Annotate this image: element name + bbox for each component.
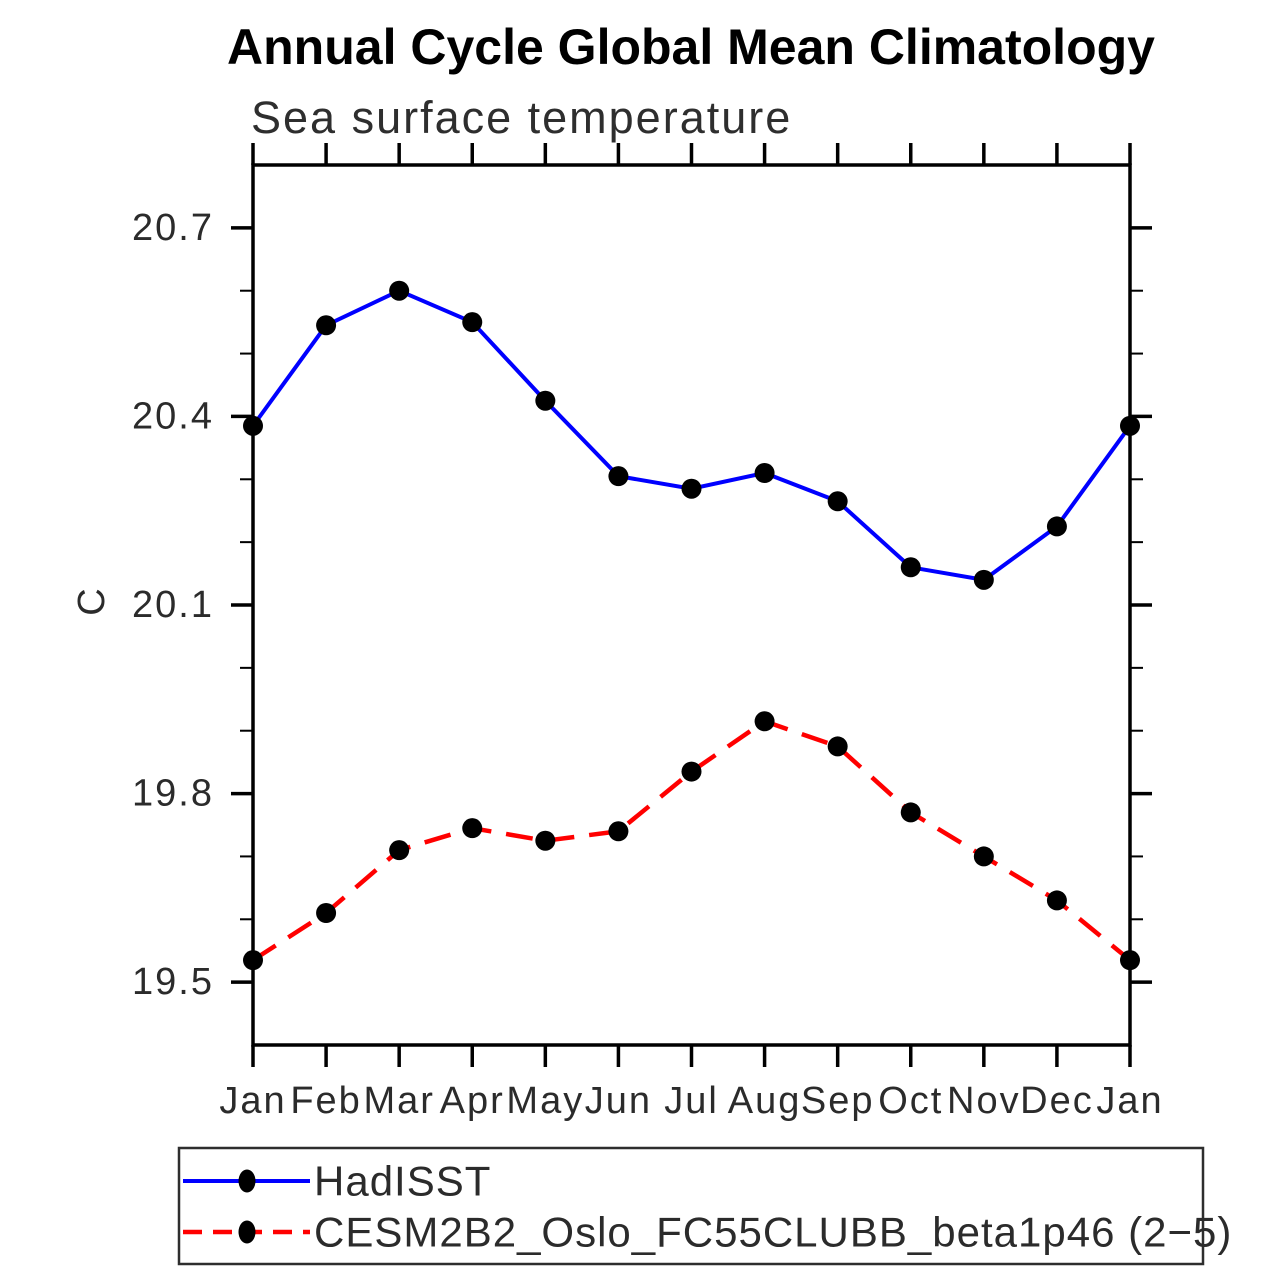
x-tick-label: Jan [219, 1080, 286, 1122]
data-point-marker [243, 415, 263, 436]
x-tick-label: May [506, 1080, 584, 1122]
series-cesm2b2 [243, 711, 1140, 971]
legend-box: HadISST CESM2B2_Oslo_FC55CLUBB_beta1p46 … [177, 1146, 1232, 1266]
data-point-marker [389, 280, 410, 301]
data-point-marker [754, 711, 775, 732]
x-tick-label: Aug [728, 1080, 802, 1122]
legend-label-cesm2b2: CESM2B2_Oslo_FC55CLUBB_beta1p46 (2−5) [314, 1209, 1232, 1256]
legend-item-cesm2b2: CESM2B2_Oslo_FC55CLUBB_beta1p46 (2−5) [183, 1209, 1232, 1256]
data-point-marker [973, 569, 994, 590]
series-line [251, 718, 1132, 963]
x-tick-label: Jan [1096, 1080, 1163, 1122]
y-tick-label: 19.8 [132, 773, 214, 815]
chart-subtitle: Sea surface temperature [251, 92, 792, 143]
x-tick-label: Nov [947, 1080, 1021, 1122]
legend-border [177, 1146, 1205, 1266]
data-point-marker [1120, 950, 1140, 971]
x-tick-label: Dec [1020, 1080, 1094, 1122]
data-point-marker [1046, 516, 1067, 537]
data-point-marker [681, 478, 702, 499]
legend-marker-hadisst [238, 1169, 256, 1193]
data-point-marker [389, 840, 410, 861]
legend-label-hadisst: HadISST [314, 1158, 491, 1205]
data-point-marker [900, 557, 921, 578]
plot-series [243, 280, 1140, 971]
data-point-marker [535, 830, 556, 851]
x-tick-label: Jul [664, 1080, 719, 1122]
series-hadisst [243, 280, 1140, 590]
data-point-marker [316, 903, 337, 923]
y-tick-label: 20.7 [132, 207, 214, 249]
data-point-marker [316, 315, 337, 336]
y-axis-label: C [71, 588, 113, 615]
series-line [251, 288, 1132, 582]
legend-item-hadisst: HadISST [183, 1158, 491, 1205]
data-point-marker [608, 821, 629, 842]
x-tick-label: Feb [290, 1080, 361, 1122]
data-point-marker [973, 846, 994, 867]
data-point-marker [681, 761, 702, 782]
y-tick-label: 20.1 [132, 584, 214, 626]
x-tick-label: Apr [440, 1080, 505, 1122]
y-tick-label: 20.4 [132, 395, 214, 437]
legend-marker-cesm2b2 [238, 1220, 256, 1244]
data-point-marker [462, 312, 483, 333]
x-tick-label: Mar [363, 1080, 434, 1122]
plot-frame [251, 163, 1132, 1047]
data-point-marker [1120, 415, 1140, 436]
data-point-marker [243, 950, 263, 971]
chart-title: Annual Cycle Global Mean Climatology [227, 19, 1155, 75]
axis-ticks: Jan Feb Mar Apr May Jun Jul Aug Sep Oct Nov Dec Jan1… [132, 143, 1163, 1122]
data-point-marker [827, 736, 848, 757]
x-tick-label: Sep [801, 1080, 875, 1122]
x-tick-label: Oct [878, 1080, 943, 1122]
data-point-marker [900, 802, 921, 823]
data-point-marker [608, 466, 629, 487]
data-point-marker [754, 463, 775, 483]
data-point-marker [462, 818, 483, 839]
data-point-marker [827, 491, 848, 512]
x-tick-label: Jun [585, 1080, 652, 1122]
y-tick-label: 19.5 [132, 961, 214, 1003]
data-point-marker [535, 390, 556, 411]
data-point-marker [1046, 890, 1067, 911]
